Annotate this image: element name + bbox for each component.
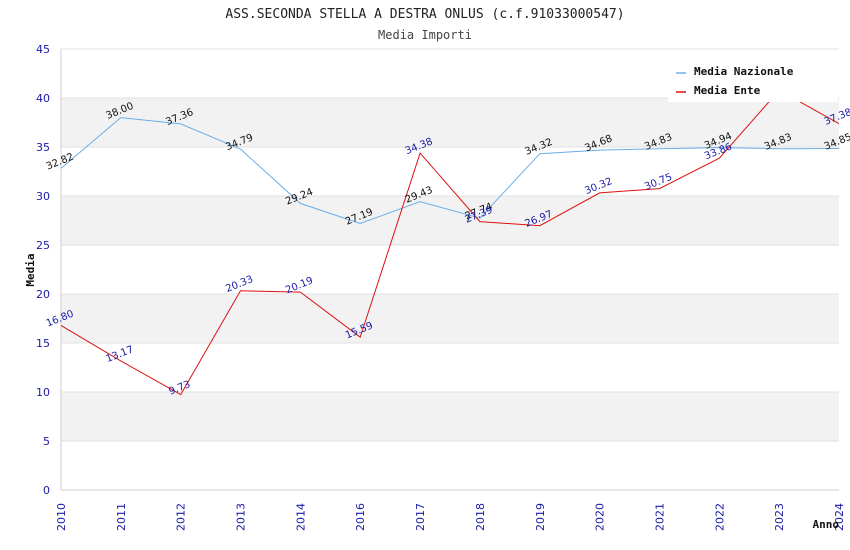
plot-band: [61, 392, 839, 441]
plot-bands: [61, 49, 839, 490]
x-axis-label: Anno: [813, 518, 840, 531]
legend-label: Media Nazionale: [694, 65, 794, 78]
y-tick-label: 40: [36, 92, 50, 105]
y-tick-label: 25: [36, 239, 50, 252]
x-tick-label: 2014: [294, 503, 307, 531]
y-axis-label: Media: [24, 253, 37, 286]
x-tick-label: 2013: [235, 503, 248, 531]
y-tick-label: 20: [36, 288, 50, 301]
plot-band: [61, 98, 839, 147]
series-lines: [60, 89, 840, 396]
plot-band: [61, 196, 839, 245]
y-tick-label: 45: [36, 43, 50, 56]
chart-title: ASS.SECONDA STELLA A DESTRA ONLUS (c.f.9…: [225, 7, 624, 22]
x-tick-label: 2012: [175, 503, 188, 531]
x-tick-label: 2017: [414, 503, 427, 531]
plot-band: [61, 245, 839, 294]
y-tick-label: 0: [43, 484, 50, 497]
x-tick-label: 2011: [115, 503, 128, 531]
y-axis-ticks: 0 5 10 15 20 25 30 35 40 45: [36, 43, 50, 497]
plot-band: [61, 294, 839, 343]
axes: [60, 49, 839, 491]
x-tick-label: 2022: [713, 503, 726, 531]
legend-box: [668, 58, 838, 102]
x-tick-label: 2018: [474, 503, 487, 531]
chart-subtitle: Media Importi: [378, 28, 472, 42]
x-tick-label: 2021: [653, 503, 666, 531]
x-tick-label: 2016: [354, 503, 367, 531]
y-tick-label: 5: [43, 435, 50, 448]
x-tick-label: 2010: [55, 503, 68, 531]
y-tick-label: 35: [36, 141, 50, 154]
series-line-media-nazionale: [60, 117, 840, 225]
x-axis-ticks: 2010 2011 2012 2013 2014 2016 2017 2018 2019 2020…: [55, 503, 846, 531]
legend: Media Nazionale Media Ente: [668, 58, 838, 102]
plot-band: [61, 343, 839, 392]
x-tick-label: 2024: [833, 503, 846, 531]
y-tick-label: 15: [36, 337, 50, 350]
x-tick-label: 2019: [534, 503, 547, 531]
legend-label: Media Ente: [694, 84, 761, 97]
grid-lines: [61, 48, 839, 491]
x-tick-label: 2023: [773, 503, 786, 531]
y-tick-label: 10: [36, 386, 50, 399]
plot-band: [61, 441, 839, 490]
series-line-media-ente: [60, 89, 840, 396]
y-tick-label: 30: [36, 190, 50, 203]
x-tick-label: 2020: [594, 503, 607, 531]
